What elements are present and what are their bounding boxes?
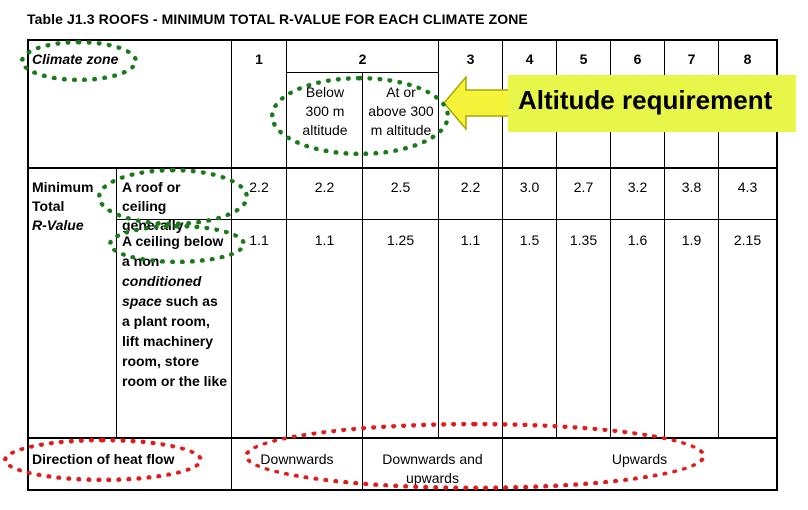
highlight-climate-zone: [20, 40, 138, 82]
table-cell: 3.2: [627, 179, 648, 195]
zone-5-header: 5: [579, 51, 588, 67]
table-cell: 3.8: [681, 179, 702, 195]
table-cell: 1.6: [627, 232, 648, 248]
row-group-label-rvalue: R-Value: [32, 217, 84, 233]
table-cell: 2.2: [249, 179, 269, 195]
zone-2-header: 2: [358, 51, 367, 67]
highlight-altitude: [270, 76, 450, 156]
zone-7-header: 7: [687, 51, 696, 67]
row-group-label: Minimum Total: [32, 179, 94, 214]
table-cell: 2.2: [314, 179, 335, 195]
table-cell: 1.1: [249, 232, 269, 248]
highlight-ceiling-row: [108, 224, 246, 264]
highlight-heat-flow-values: [244, 422, 706, 490]
table-cell: 3.0: [519, 179, 540, 195]
table-cell: 1.1: [460, 232, 481, 248]
table-cell: 2.15: [733, 232, 762, 248]
highlight-heat-flow-label: [3, 438, 203, 482]
callout-arrow-icon: [443, 74, 511, 132]
table-title: Table J1.3 ROOFS - MINIMUM TOTAL R-VALUE…: [27, 11, 528, 27]
table-cell: 1.1: [314, 232, 335, 248]
zone-1-header: 1: [255, 51, 263, 67]
table-cell: 1.9: [681, 232, 702, 248]
zone-6-header: 6: [633, 51, 642, 67]
zone-8-header: 8: [743, 51, 752, 67]
table-cell: 2.7: [573, 179, 594, 195]
zone-3-header: 3: [466, 51, 475, 67]
zone-4-header: 4: [525, 51, 534, 67]
table-cell: 1.25: [386, 232, 415, 248]
table-cell: 1.35: [569, 232, 598, 248]
table-cell: 4.3: [737, 179, 758, 195]
table-cell: 2.5: [390, 179, 411, 195]
altitude-requirement-callout: Altitude requirement: [508, 75, 796, 132]
table-cell: 1.5: [519, 232, 540, 248]
table-cell: 2.2: [460, 179, 481, 195]
highlight-roof-row: [97, 168, 249, 226]
